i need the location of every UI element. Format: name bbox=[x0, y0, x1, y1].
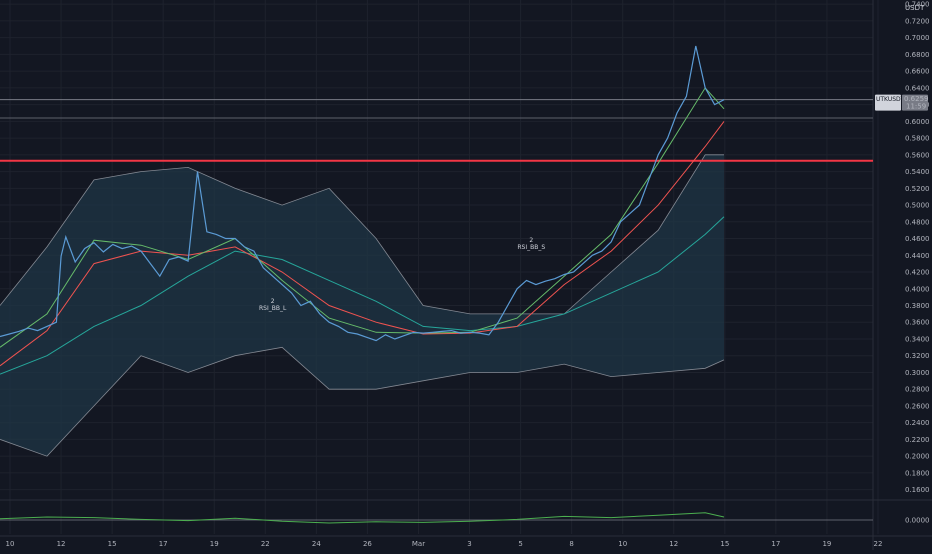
signal-count: 2 bbox=[271, 298, 275, 305]
price-tick-label: 0.2000 bbox=[905, 453, 930, 461]
time-tick-label: 22 bbox=[261, 540, 270, 548]
time-tick-label: 8 bbox=[569, 540, 573, 548]
time-tick-label: Mar bbox=[412, 540, 425, 548]
price-tick-label: 0.6800 bbox=[905, 51, 930, 59]
price-tick-label: 0.3400 bbox=[905, 335, 930, 343]
last-price-value: 0.6259 bbox=[904, 95, 929, 103]
price-tick-label: 0.7200 bbox=[905, 17, 930, 25]
price-tick-label: 0.6600 bbox=[905, 68, 930, 76]
bollinger-band-layer bbox=[0, 154, 725, 457]
price-tick-label: 0.7400 bbox=[905, 1, 930, 9]
symbol-label: UTKUSDT bbox=[876, 96, 905, 103]
time-tick-label: 5 bbox=[518, 540, 522, 548]
price-tick-label: 0.6000 bbox=[905, 118, 930, 126]
price-tick-label: 0.4000 bbox=[905, 285, 930, 293]
price-tick-label: 0.7000 bbox=[905, 34, 930, 42]
time-tick-label: 12 bbox=[57, 540, 66, 548]
price-tick-label: 0.4600 bbox=[905, 235, 930, 243]
time-tick-label: 10 bbox=[6, 540, 15, 548]
price-tick-label: 0.5000 bbox=[905, 202, 930, 210]
axis-layer[interactable]: 0.7400 0.7200 0.7000 0.6800 0.6600 0.6400 0.62… bbox=[6, 1, 930, 548]
time-tick-label: 26 bbox=[363, 540, 372, 548]
signal-label: RSI_BB_L bbox=[259, 305, 287, 312]
price-tick-label: 0.3200 bbox=[905, 352, 930, 360]
price-tick-label: 0.3600 bbox=[905, 319, 930, 327]
oscillator-line bbox=[0, 512, 725, 524]
price-axis-unit: USDT bbox=[905, 4, 925, 12]
time-tick-label: 12 bbox=[669, 540, 678, 548]
price-tick-label: 0.2400 bbox=[905, 419, 930, 427]
price-tick-label: 0.5200 bbox=[905, 185, 930, 193]
price-line bbox=[0, 45, 725, 342]
bollinger-band-fill bbox=[0, 154, 724, 457]
price-tick-label: 0.2200 bbox=[905, 436, 930, 444]
moving-average-line bbox=[0, 121, 725, 367]
price-tick-label: 0.2600 bbox=[905, 402, 930, 410]
time-tick-label: 19 bbox=[210, 540, 219, 548]
time-tick-label: 19 bbox=[822, 540, 831, 548]
time-tick-label: 17 bbox=[159, 540, 168, 548]
time-tick-label: 17 bbox=[771, 540, 780, 548]
price-tick-label: 0.4400 bbox=[905, 252, 930, 260]
price-tick-label: 0.6400 bbox=[905, 84, 930, 92]
bollinger-lower-line bbox=[0, 346, 725, 457]
time-tick-label: 24 bbox=[312, 540, 321, 548]
time-tick-label: 15 bbox=[108, 540, 117, 548]
moving-average-line bbox=[0, 87, 725, 348]
bollinger-upper-line bbox=[0, 154, 724, 315]
signal-count: 2 bbox=[529, 237, 533, 244]
horizontal-line-layer[interactable] bbox=[0, 99, 873, 162]
signal-label: RSI_BB_S bbox=[517, 244, 545, 251]
price-tick-label: 0.5400 bbox=[905, 168, 930, 176]
moving-average-line bbox=[0, 216, 725, 375]
time-tick-label: 22 bbox=[874, 540, 883, 548]
price-tick-label: 0.3000 bbox=[905, 369, 930, 377]
last-price-tag-bg bbox=[875, 94, 901, 111]
price-tick-label: 0.5600 bbox=[905, 151, 930, 159]
time-tick-label: 10 bbox=[618, 540, 627, 548]
time-tick-label: 15 bbox=[720, 540, 729, 548]
time-tick-label: 3 bbox=[467, 540, 471, 548]
moving-average-layer bbox=[0, 87, 725, 375]
price-tick-label: 0.2800 bbox=[905, 386, 930, 394]
oscillator-layer bbox=[0, 512, 873, 524]
price-tick-label: 0.3800 bbox=[905, 302, 930, 310]
price-tick-label: 0.4800 bbox=[905, 218, 930, 226]
last-price-value-bg bbox=[902, 94, 928, 111]
oscillator-zero-label: 0.0000 bbox=[905, 517, 930, 525]
price-tick-label: 0.1600 bbox=[905, 486, 930, 494]
price-series-layer bbox=[0, 45, 725, 342]
bar-countdown: 11:59 bbox=[906, 103, 926, 111]
price-tick-label: 0.5800 bbox=[905, 135, 930, 143]
price-tick-label: 0.1800 bbox=[905, 469, 930, 477]
price-tick-label: 0.4200 bbox=[905, 269, 930, 277]
